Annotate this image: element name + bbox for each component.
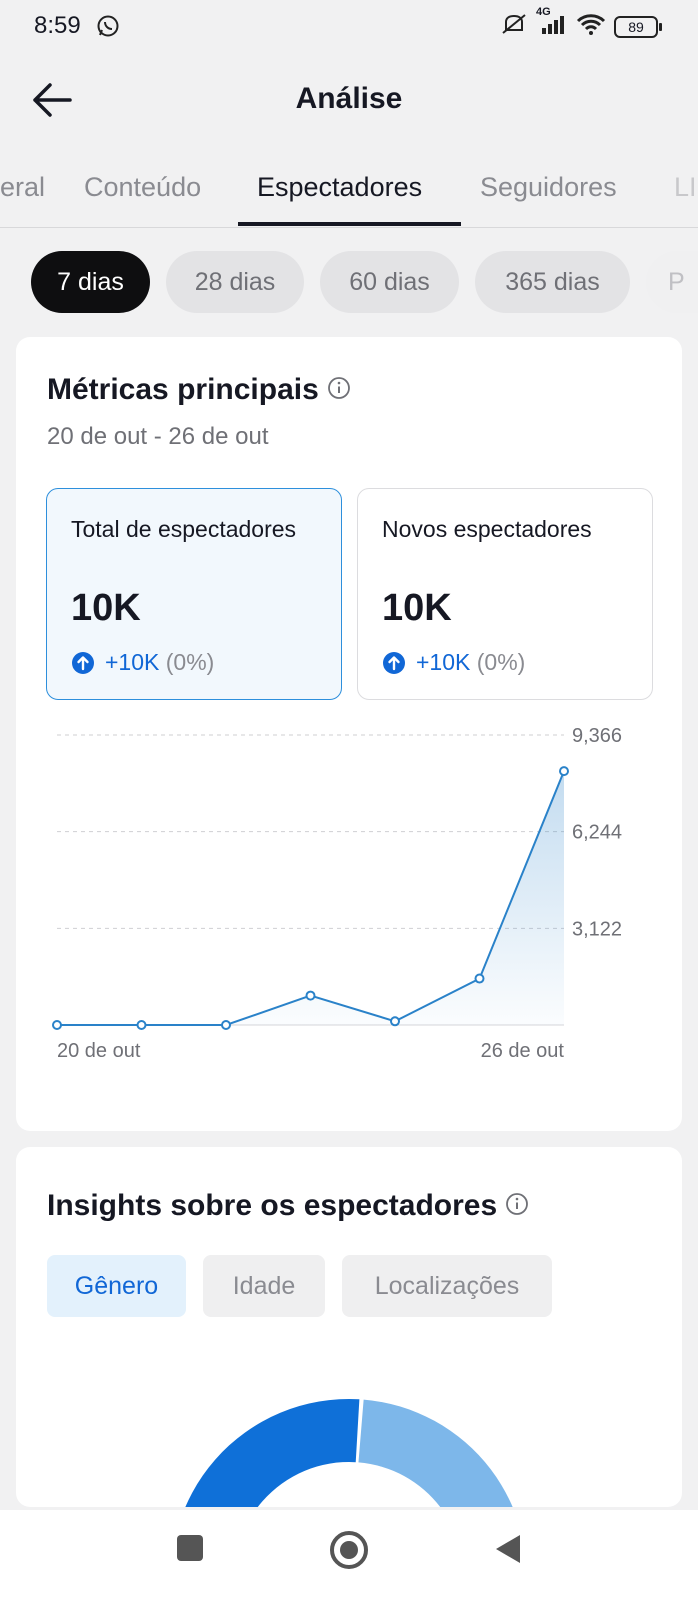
y-tick-label: 3,122 [572, 918, 622, 940]
system-nav-bar [0, 1510, 698, 1600]
triangle-back-icon [496, 1535, 520, 1563]
change-percent: (0%) [165, 649, 215, 675]
arrow-up-circle-icon [383, 651, 405, 674]
tab-overview[interactable]: eral [0, 172, 46, 202]
arrow-up-circle-icon [72, 651, 94, 674]
x-tick-label: 20 de out [57, 1040, 141, 1062]
home-button[interactable] [329, 1530, 369, 1575]
insight-tab-age[interactable]: Idade [203, 1255, 325, 1317]
chart-point[interactable] [474, 973, 485, 984]
period-28-days[interactable]: 28 dias [166, 251, 304, 313]
chart-point[interactable] [559, 766, 569, 777]
metric-value: 10K [71, 587, 141, 629]
square-icon [177, 1535, 203, 1561]
metric-new-viewers[interactable]: Novos espectadores 10K +10K (0%) [357, 488, 653, 700]
network-type: 4G [536, 6, 551, 18]
chart-area [57, 771, 564, 1025]
change-value: +10K [105, 649, 160, 675]
analytics-tabs: eral Conteúdo Espectadores Seguidores LI [0, 150, 698, 228]
metric-label: Total de espectadores [71, 516, 297, 542]
recents-button[interactable] [176, 1534, 204, 1567]
main-metrics-title-text: Métricas principais [47, 373, 319, 406]
y-tick-label: 9,366 [572, 725, 622, 747]
arrow-left-icon [33, 83, 72, 117]
donut-segment-secondary [358, 1399, 513, 1507]
main-metrics-title: Métricas principais [47, 373, 351, 408]
active-tab-indicator [238, 222, 461, 226]
period-7-days[interactable]: 7 dias [31, 251, 150, 313]
status-time: 8:59 [34, 12, 81, 39]
silent-icon [500, 12, 528, 41]
donut-segment-primary [185, 1399, 360, 1507]
insights-title-text: Insights sobre os espectadores [47, 1189, 498, 1222]
x-tick-label: 26 de out [481, 1040, 565, 1062]
whatsapp-icon [96, 14, 120, 43]
metric-value: 10K [382, 587, 452, 629]
wifi-icon [576, 12, 606, 41]
circle-icon [330, 1531, 368, 1569]
chart-point[interactable] [52, 1020, 62, 1030]
insight-tab-gender[interactable]: Gênero [47, 1255, 186, 1317]
viewers-chart: 3,122 6,244 9,366 20 de out 26 de out [52, 725, 622, 1062]
period-custom[interactable]: P [646, 251, 698, 313]
change-value: +10K [416, 649, 471, 675]
metric-label: Novos espectadores [382, 516, 592, 542]
insight-tab-locations[interactable]: Localizações [342, 1255, 552, 1317]
main-metrics-card: Métricas principais 20 de out - 26 de ou… [16, 337, 682, 1131]
info-icon[interactable] [505, 1190, 529, 1224]
chart-point[interactable] [390, 1016, 400, 1027]
page-title: Análise [295, 82, 403, 115]
period-60-days[interactable]: 60 dias [320, 251, 459, 313]
period-365-days[interactable]: 365 dias [475, 251, 630, 313]
chart-point[interactable] [136, 1020, 147, 1030]
metric-change: +10K (0%) [71, 649, 214, 676]
y-tick-label: 6,244 [572, 822, 622, 844]
insights-title: Insights sobre os espectadores [47, 1189, 529, 1224]
period-selector: 7 dias 28 dias 60 dias 365 dias P [0, 251, 698, 315]
chart-point[interactable] [221, 1020, 231, 1030]
tab-viewers[interactable]: Espectadores [257, 172, 423, 202]
tab-followers[interactable]: Seguidores [480, 172, 617, 202]
back-nav-button[interactable] [494, 1534, 522, 1569]
back-button[interactable] [30, 78, 80, 122]
date-range: 20 de out - 26 de out [47, 423, 269, 450]
tab-live[interactable]: LI [674, 172, 697, 202]
gender-donut-chart [185, 1399, 513, 1507]
viewer-insights-card: Insights sobre os espectadores Gênero Id… [16, 1147, 682, 1507]
metric-change: +10K (0%) [382, 649, 525, 676]
tab-content[interactable]: Conteúdo [84, 172, 202, 202]
battery-icon: 89 [614, 15, 662, 38]
info-icon[interactable] [327, 374, 351, 408]
status-bar: 8:59 4G 89 [0, 0, 698, 52]
chart-point[interactable] [305, 990, 316, 1001]
signal-icon: 4G [536, 6, 568, 41]
change-percent: (0%) [476, 649, 526, 675]
app-header: Análise [0, 60, 698, 140]
metric-total-viewers[interactable]: Total de espectadores 10K +10K (0%) [46, 488, 342, 700]
